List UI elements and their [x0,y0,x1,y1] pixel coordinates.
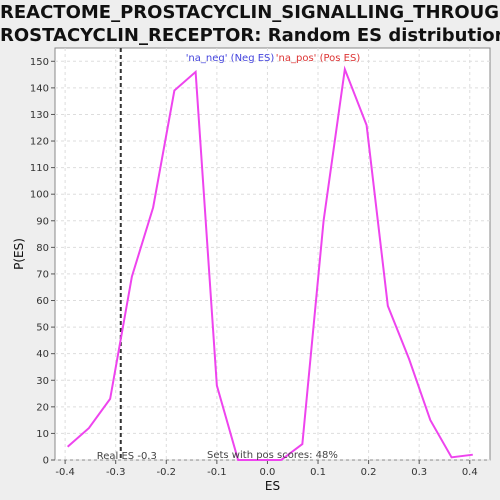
x-tick-label: -0.2 [157,467,177,478]
y-tick-label: 120 [30,137,49,148]
x-tick-label: -0.4 [55,467,75,478]
chart-title: REACTOME_PROSTACYCLIN_SIGNALLING_THROUGH… [0,0,500,47]
x-axis: -0.4 -0.3 -0.2 -0.1 0.0 0.1 0.2 0.3 0.4 [55,460,478,478]
y-tick-label: 140 [30,83,49,94]
real-es-label: Real ES -0.3 [97,451,157,462]
y-tick-label: 50 [36,323,49,334]
x-tick-label: -0.1 [207,467,227,478]
pos-scores-annotation: Sets with pos scores: 48% [207,450,338,461]
y-tick-label: 40 [36,349,49,360]
y-tick-label: 130 [30,110,49,121]
y-axis-label: P(ES) [12,238,26,270]
y-axis: 0 10 20 30 40 50 60 70 80 90 100 110 120 130 140 150 [30,57,55,467]
x-tick-label: 0.2 [361,467,377,478]
y-tick-label: 10 [36,429,49,440]
x-tick-label: 0.0 [259,467,275,478]
x-tick-label: -0.3 [106,467,126,478]
y-tick-label: 80 [36,243,49,254]
y-tick-label: 30 [36,376,49,387]
x-tick-label: 0.3 [411,467,427,478]
y-tick-label: 20 [36,402,49,413]
y-tick-label: 60 [36,296,49,307]
chart-title-line-1: REACTOME_PROSTACYCLIN_SIGNALLING_THROUGH… [0,2,500,23]
y-tick-label: 100 [30,190,49,201]
y-tick-label: 110 [30,163,49,174]
legend-neg: 'na_neg' (Neg ES) [186,53,275,64]
y-tick-label: 150 [30,57,49,68]
x-tick-label: 0.1 [310,467,326,478]
chart-title-line-2: ROSTACYCLIN_RECEPTOR: Random ES distribu… [0,25,500,46]
x-axis-label: ES [265,479,280,493]
y-tick-label: 90 [36,216,49,227]
legend-pos: 'na_pos' (Pos ES) [276,53,361,64]
x-tick-label: 0.4 [462,467,478,478]
y-tick-label: 70 [36,269,49,280]
plot-area [54,47,491,461]
y-tick-label: 0 [43,456,49,467]
series-line [66,65,473,461]
